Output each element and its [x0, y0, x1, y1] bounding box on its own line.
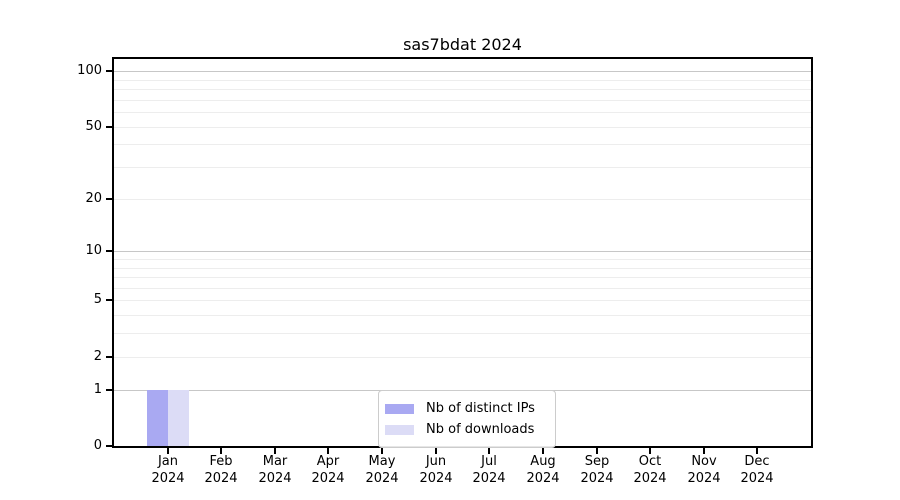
minor-gridline — [114, 80, 811, 81]
minor-gridline — [114, 199, 811, 200]
x-tick-label: Jan 2024 — [128, 453, 208, 487]
x-tick-year: 2024 — [258, 471, 292, 486]
x-tick-mark — [542, 448, 544, 454]
x-tick-label: Apr 2024 — [288, 453, 368, 487]
minor-gridline — [114, 277, 811, 278]
minor-gridline — [114, 112, 811, 113]
x-tick-label: Jun 2024 — [396, 453, 476, 487]
x-tick-month: Nov — [691, 454, 717, 469]
x-tick-mark — [703, 448, 705, 454]
x-tick-month: Sep — [584, 454, 610, 469]
x-tick-label: Feb 2024 — [181, 453, 261, 487]
minor-gridline — [114, 268, 811, 269]
y-tick-label: 100 — [77, 63, 102, 78]
x-tick-mark — [274, 448, 276, 454]
x-tick-mark — [649, 448, 651, 454]
x-tick-year: 2024 — [526, 471, 560, 486]
x-tick-label: May 2024 — [342, 453, 422, 487]
y-tick-mark — [106, 356, 112, 358]
minor-gridline — [114, 288, 811, 289]
x-tick-year: 2024 — [419, 471, 453, 486]
x-tick-year: 2024 — [204, 471, 238, 486]
y-tick-label: 10 — [85, 243, 102, 258]
chart-title: sas7bdat 2024 — [403, 35, 522, 54]
legend-row: Nb of distinct IPs — [385, 398, 547, 419]
y-tick-mark — [106, 445, 112, 447]
minor-gridline — [114, 89, 811, 90]
x-tick-label: Nov 2024 — [664, 453, 744, 487]
x-tick-mark — [488, 448, 490, 454]
x-tick-month: Apr — [316, 454, 340, 469]
minor-gridline — [114, 167, 811, 168]
bar-distinct-ips — [147, 390, 168, 446]
y-tick-mark — [106, 70, 112, 72]
x-tick-month: Feb — [209, 454, 233, 469]
x-tick-mark — [381, 448, 383, 454]
y-tick-label: 0 — [93, 438, 102, 453]
minor-gridline — [114, 300, 811, 301]
y-tick-mark — [106, 299, 112, 301]
x-tick-year: 2024 — [311, 471, 345, 486]
x-tick-year: 2024 — [472, 471, 506, 486]
x-tick-year: 2024 — [633, 471, 667, 486]
y-tick-label: 5 — [93, 292, 102, 307]
y-tick-label: 50 — [85, 119, 102, 134]
x-tick-mark — [327, 448, 329, 454]
legend: Nb of distinct IPs Nb of downloads — [378, 390, 556, 448]
legend-swatch-downloads — [385, 424, 414, 435]
major-gridline — [114, 71, 811, 72]
x-tick-label: Oct 2024 — [610, 453, 690, 487]
x-tick-year: 2024 — [580, 471, 614, 486]
y-tick-mark — [106, 198, 112, 200]
x-tick-label: Sep 2024 — [557, 453, 637, 487]
minor-gridline — [114, 357, 811, 358]
plot-area — [112, 57, 813, 448]
x-tick-month: Jan — [157, 454, 179, 469]
x-tick-year: 2024 — [687, 471, 721, 486]
y-tick-label: 20 — [85, 191, 102, 206]
y-tick-mark — [106, 126, 112, 128]
bar-downloads — [168, 390, 189, 446]
y-tick-mark — [106, 250, 112, 252]
x-tick-label: Jul 2024 — [449, 453, 529, 487]
x-tick-mark — [220, 448, 222, 454]
x-tick-mark — [435, 448, 437, 454]
minor-gridline — [114, 144, 811, 145]
minor-gridline — [114, 127, 811, 128]
x-tick-year: 2024 — [365, 471, 399, 486]
x-tick-month: May — [368, 454, 396, 469]
x-tick-label: Mar 2024 — [235, 453, 315, 487]
x-tick-year: 2024 — [151, 471, 185, 486]
x-tick-month: Dec — [744, 454, 770, 469]
legend-label: Nb of downloads — [426, 422, 535, 437]
minor-gridline — [114, 315, 811, 316]
x-tick-label: Aug 2024 — [503, 453, 583, 487]
legend-row: Nb of downloads — [385, 419, 547, 440]
x-tick-mark — [756, 448, 758, 454]
minor-gridline — [114, 333, 811, 334]
minor-gridline — [114, 100, 811, 101]
x-tick-year: 2024 — [740, 471, 774, 486]
x-tick-month: Oct — [638, 454, 662, 469]
x-tick-mark — [167, 448, 169, 454]
x-tick-month: Jun — [425, 454, 447, 469]
x-tick-month: Aug — [530, 454, 556, 469]
major-gridline — [114, 251, 811, 252]
y-tick-label: 1 — [93, 382, 102, 397]
x-tick-mark — [596, 448, 598, 454]
y-tick-label: 2 — [93, 349, 102, 364]
legend-label: Nb of distinct IPs — [426, 401, 535, 416]
x-tick-label: Dec 2024 — [717, 453, 797, 487]
legend-swatch-distinct-ips — [385, 403, 414, 414]
x-tick-month: Jul — [481, 454, 497, 469]
y-tick-mark — [106, 389, 112, 391]
minor-gridline — [114, 259, 811, 260]
x-tick-month: Mar — [262, 454, 288, 469]
